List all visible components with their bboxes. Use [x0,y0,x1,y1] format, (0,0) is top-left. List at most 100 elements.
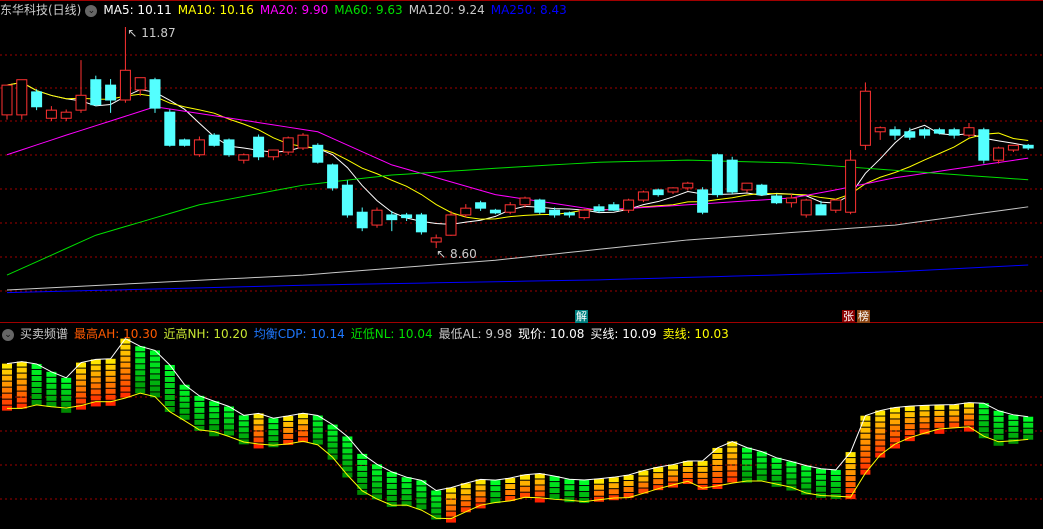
spectrum-cell [150,362,160,368]
spectrum-cell [135,358,146,364]
spectrum-cell [712,453,723,459]
spectrum-cell [298,425,308,431]
spectrum-cell [608,483,619,489]
spectrum-cell [875,422,886,428]
spectrum-cell [150,356,160,362]
spectrum-cell [520,486,530,492]
spectrum-cell [934,422,945,428]
spectrum-cell [179,408,190,414]
spectrum-cell [105,388,116,394]
spectrum-cell [2,375,12,381]
spectrum-cell [105,364,116,370]
candle-up [1,84,13,116]
spectrum-cell [90,383,101,389]
spectrum-cell [164,382,175,388]
candle-up [667,187,679,193]
spectrum-cell [164,376,175,382]
spectrum-cell [623,480,634,486]
spectrum-cell [357,459,368,465]
spectrum-cell [120,374,131,380]
spectrum-cell [727,465,738,471]
spectrum-cell [238,427,249,433]
spectrum-cell [904,430,915,436]
spectrum-cell [623,474,634,480]
spectrum-cell [919,417,930,423]
spectrum-cell [801,483,812,489]
spectrum-cell [357,465,368,471]
candle-down [208,134,220,146]
spectrum-cell [61,389,72,395]
candle-up [800,199,812,216]
candle-up [430,237,442,243]
spectrum-cell [816,468,826,474]
chevron-down-icon[interactable]: ⌄ [2,328,14,341]
spectrum-cell [845,482,856,488]
spectrum-cell [386,471,397,477]
spectrum-cell [520,474,530,480]
spectrum-cell [727,447,738,453]
spectrum-cell [386,495,397,501]
spectrum-cell [401,489,412,495]
candle-up [519,197,531,206]
spectrum-cell [298,419,308,425]
spectrum-cell [978,403,989,409]
spectrum-cell [2,369,12,375]
candle-up [460,207,472,216]
spectrum-cell [90,359,101,365]
candle-up [75,94,87,111]
spectrum-cell [150,392,160,398]
spectrum-cell [697,472,708,478]
event-tag-list[interactable]: 榜 [857,310,870,323]
chevron-down-icon[interactable]: ⌄ [85,4,98,17]
indicator_legend-item: 近高NH: 10.20 [163,327,248,341]
candle-up [60,111,72,119]
spectrum-cell [653,473,664,479]
spectrum-cell [31,375,42,381]
candle-down [475,202,487,209]
spectrum-cell [283,439,294,445]
spectrum-cell [786,479,797,485]
spectrum-cell [756,463,767,469]
spectrum-cell [327,430,338,436]
spectrum-cell [475,491,486,497]
spectrum-cell [416,480,427,486]
spectrum-cell [682,466,693,472]
spectrum-cell [357,453,368,459]
spectrum-cell [801,489,812,495]
spectrum-cell [105,358,116,364]
event-tag-limit-up[interactable]: 张 [842,310,855,323]
candle-up [134,77,146,91]
spectrum-cell [238,415,249,421]
spectrum-cell [253,419,264,425]
spectrum-cell [135,346,146,352]
spectrum-cell [594,496,604,502]
spectrum-cell [993,422,1004,428]
spectrum-cell [283,433,294,439]
spectrum-cell [564,491,575,497]
candle-down [489,209,501,214]
spectrum-cell [505,496,516,502]
spectrum-cell [520,492,530,498]
spectrum-cell [904,436,915,442]
spectrum-cell [919,411,930,417]
spectrum-cell [904,406,915,412]
event-tag-unlock[interactable]: 解 [575,310,588,323]
candle-down [711,154,723,196]
candle-down [756,184,768,196]
spectrum-cell [135,370,146,376]
spectrum-cell [194,401,205,407]
spectrum-cell [46,383,57,389]
main_legend-item: MA20: 9.90 [259,3,329,17]
spectrum-cell [579,498,590,504]
spectrum-cell [875,440,886,446]
spectrum-cell [904,418,915,424]
candle-down [179,139,191,146]
spectrum-cell [475,485,486,491]
spectrum-cell [327,424,338,430]
spectrum-cell [786,485,797,491]
candle-up [785,197,797,204]
candle-down [697,189,709,213]
spectrum-cell [120,338,131,344]
spectrum-cell [372,464,382,470]
